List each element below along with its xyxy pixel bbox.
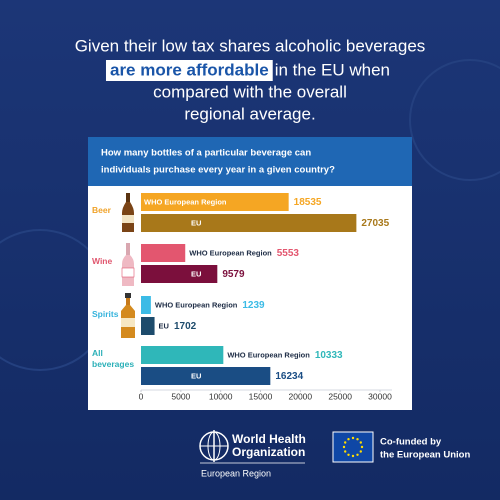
value-label: 1239 [242,300,265,311]
chart-title: How many bottles of a particular beverag… [101,148,311,159]
beer-bottle-icon [122,193,134,232]
headline: in the EU when [275,60,390,79]
bar [141,214,357,232]
eu-star [344,450,347,453]
value-label: 1702 [174,321,197,332]
chart-title: individuals purchase every year in a giv… [101,165,335,176]
x-tick-label: 10000 [209,391,233,401]
headline-highlight: are more affordable [110,60,269,79]
bar-series-label: EU [159,321,169,330]
eu-star [347,438,350,441]
bar-series-label: WHO European Region [144,197,227,206]
category-label: Spirits [92,309,119,319]
who-logo [199,430,229,462]
bar-series-label: WHO European Region [227,350,310,359]
value-label: 16234 [275,371,303,382]
bar-series-label: WHO European Region [189,248,272,257]
bar-series-label: EU [191,218,201,227]
value-label: 18535 [294,197,322,208]
wine-bottle-icon [121,243,135,286]
category-label: All beverages [92,348,135,369]
headline: regional average. [184,104,315,123]
eu-star [347,453,350,456]
eu-star [359,441,362,444]
decoration [409,59,500,181]
x-tick-label: 15000 [249,391,273,401]
bar [141,367,271,385]
eu-text: the European Union [380,450,470,461]
category-label: Beer [92,205,111,215]
eu-star [342,445,346,449]
who-name: World Health [232,432,306,446]
x-tick-label: 25000 [328,391,352,401]
eu-text: Co-funded by [380,437,442,448]
who-name: Organization [232,445,305,459]
bar-series-label: EU [191,269,201,278]
eu-star [351,454,355,458]
eu-star [356,438,359,441]
eu-star [356,453,359,456]
headline: compared with the overall [153,82,347,101]
bar [141,244,186,262]
x-tick-label: 0 [139,391,144,401]
category-label: Wine [92,256,113,266]
eu-star [351,436,355,440]
value-label: 10333 [315,350,343,361]
highlight-box [105,60,273,81]
eu-stars [342,436,364,458]
bar [141,265,218,283]
eu-star [360,445,364,449]
bar [141,296,151,314]
bar [141,317,155,335]
x-tick-label: 5000 [171,391,190,401]
eu-star [344,441,347,444]
bar [141,193,289,211]
bar-series-label: WHO European Region [155,300,238,309]
bar [141,346,224,364]
value-label: 27035 [361,218,389,229]
value-label: 9579 [222,269,245,280]
chart-header [88,137,412,186]
eu-star [359,450,362,453]
spirits-bottle-icon [121,293,135,338]
who-region: European Region [201,468,271,478]
x-tick-label: 30000 [368,391,392,401]
eu-flag [332,431,374,463]
bar-series-label: EU [191,371,201,380]
value-label: 5553 [277,248,300,259]
x-tick-label: 20000 [289,391,313,401]
headline: Given their low tax shares alcoholic bev… [75,36,426,55]
